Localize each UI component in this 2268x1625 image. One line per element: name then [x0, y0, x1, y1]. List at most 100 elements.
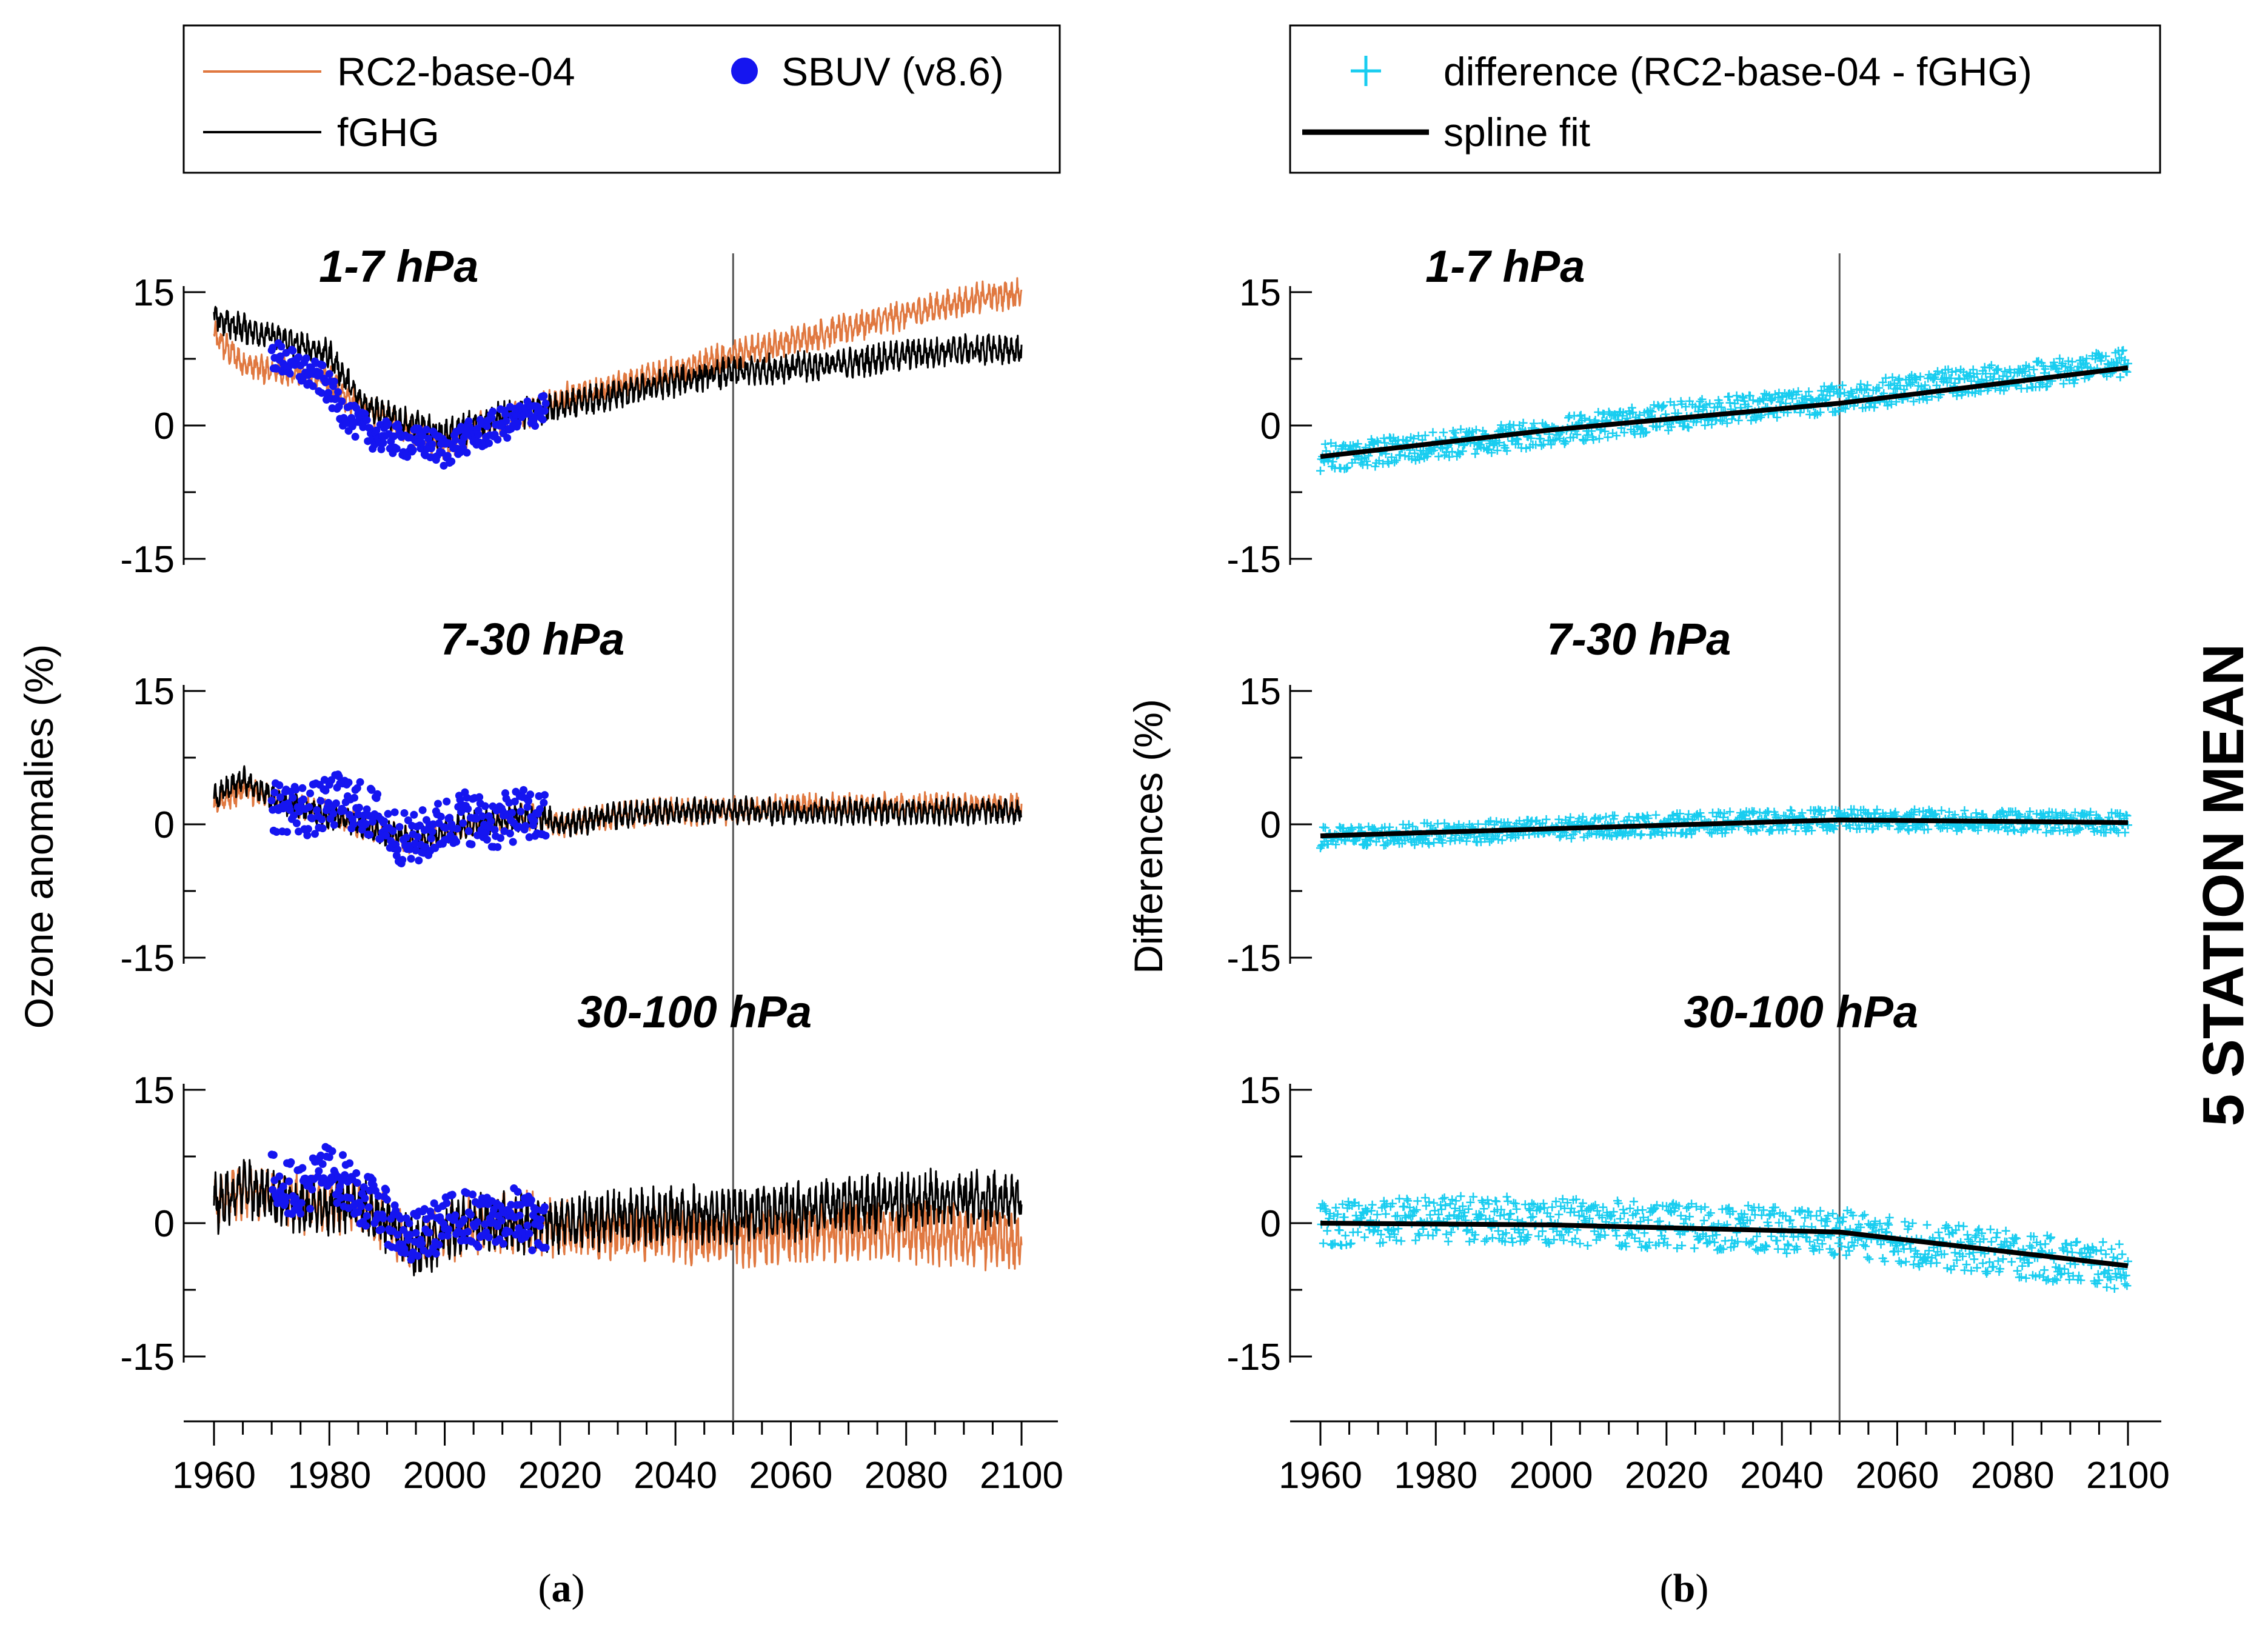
difference-point	[1594, 434, 1604, 443]
difference-point	[1838, 381, 1847, 390]
difference-point	[1316, 1203, 1325, 1212]
sbuv-point	[418, 806, 427, 815]
sbuv-point	[318, 361, 327, 370]
difference-point	[2096, 356, 2106, 365]
difference-point	[1362, 457, 1371, 465]
difference-point	[1330, 1239, 1339, 1248]
difference-point	[1330, 1212, 1339, 1221]
sbuv-point	[502, 417, 510, 425]
sbuv-point	[302, 354, 310, 362]
difference-point	[1853, 1235, 1862, 1244]
difference-point	[1326, 439, 1336, 448]
sbuv-point	[493, 435, 502, 444]
difference-point	[1573, 430, 1582, 439]
side-label: 5 STATION MEAN	[2191, 644, 2256, 1126]
difference-point	[1750, 807, 1759, 816]
difference-point	[1385, 1232, 1394, 1241]
y-tick-label: 15	[133, 272, 175, 314]
sbuv-point	[525, 410, 534, 418]
difference-point	[1782, 1249, 1791, 1258]
sbuv-point	[523, 802, 532, 811]
sbuv-point	[493, 1222, 502, 1230]
difference-point	[2122, 811, 2132, 820]
difference-point	[1706, 1209, 1715, 1218]
difference-point	[1483, 1195, 1492, 1204]
difference-point	[1952, 1256, 1961, 1264]
y-tick-label: -15	[1226, 539, 1281, 581]
difference-point	[1363, 461, 1372, 470]
difference-point	[1534, 1232, 1543, 1241]
difference-point	[2102, 1283, 2112, 1292]
difference-point	[1525, 1204, 1534, 1213]
difference-point	[1362, 1207, 1371, 1216]
subplot-title: 7-30 hPa	[1547, 614, 1731, 664]
sbuv-point	[341, 1171, 349, 1180]
difference-point	[1364, 822, 1373, 831]
difference-point	[1891, 384, 1900, 393]
difference-point	[1413, 1196, 1422, 1206]
difference-point	[1794, 1232, 1803, 1241]
legend-a-sbuv-label: SBUV (v8.6)	[781, 49, 1004, 94]
difference-point	[1494, 1226, 1503, 1235]
sbuv-point	[286, 369, 294, 378]
difference-point	[1380, 438, 1390, 447]
difference-point	[1357, 1213, 1366, 1223]
y-tick-label: 15	[1239, 671, 1281, 713]
panel-a: 1960 1980 2000 2020 2040 2060 2080 2100 15 0 -15 1-…	[120, 241, 1063, 1497]
difference-point	[2076, 1276, 2086, 1285]
sbuv-point	[485, 1233, 493, 1241]
sbuv-point	[349, 820, 358, 829]
sbuv-point	[328, 1147, 336, 1155]
difference-point	[1487, 449, 1496, 457]
difference-point	[1942, 1264, 1952, 1273]
difference-point	[1871, 1216, 1879, 1226]
difference-point	[1642, 427, 1651, 436]
difference-point	[2095, 1276, 2104, 1285]
difference-point	[1420, 431, 1430, 440]
sbuv-point	[464, 1227, 472, 1236]
difference-point	[1420, 1193, 1430, 1203]
difference-point	[2007, 1257, 2016, 1266]
difference-point	[1551, 1197, 1561, 1206]
difference-point	[1445, 1212, 1454, 1221]
sbuv-point	[532, 1206, 540, 1214]
difference-point	[1696, 1204, 1705, 1213]
sbuv-point	[402, 833, 410, 842]
difference-point	[1594, 408, 1603, 416]
difference-point	[1561, 438, 1570, 446]
difference-point	[1880, 1257, 1889, 1266]
difference-point	[1716, 416, 1725, 425]
difference-point	[1888, 373, 1897, 382]
difference-point	[1379, 1238, 1388, 1247]
difference-point	[1747, 1238, 1756, 1247]
sbuv-point	[487, 413, 496, 422]
sbuv-point	[422, 425, 430, 434]
y-tick-label: -15	[120, 1336, 175, 1378]
difference-point	[1434, 1210, 1443, 1219]
sbuv-point	[466, 1210, 475, 1219]
difference-point	[2118, 1250, 2127, 1259]
difference-point	[1393, 1211, 1402, 1220]
difference-point	[1798, 809, 1807, 818]
difference-point	[2027, 1243, 2036, 1252]
difference-point	[1395, 1194, 1403, 1203]
difference-point	[1612, 1231, 1621, 1240]
difference-point	[2060, 809, 2069, 818]
legend-a-frame	[182, 24, 1061, 174]
difference-point	[1392, 456, 1401, 465]
difference-point	[1660, 1234, 1669, 1243]
difference-point	[1522, 444, 1531, 453]
difference-point	[1425, 839, 1434, 849]
sbuv-point	[366, 830, 374, 839]
x-tick-label-2080: 2080	[865, 1455, 948, 1497]
difference-point	[1474, 819, 1483, 829]
difference-point	[1410, 1207, 1419, 1216]
difference-point	[1471, 1230, 1480, 1240]
subplot-title: 30-100 hPa	[577, 987, 812, 1037]
difference-point	[1760, 389, 1769, 398]
sbuv-point	[362, 819, 370, 828]
sbuv-point	[413, 1252, 422, 1260]
difference-point	[1796, 408, 1805, 417]
difference-point	[2101, 352, 2110, 361]
difference-point	[1338, 1200, 1347, 1209]
